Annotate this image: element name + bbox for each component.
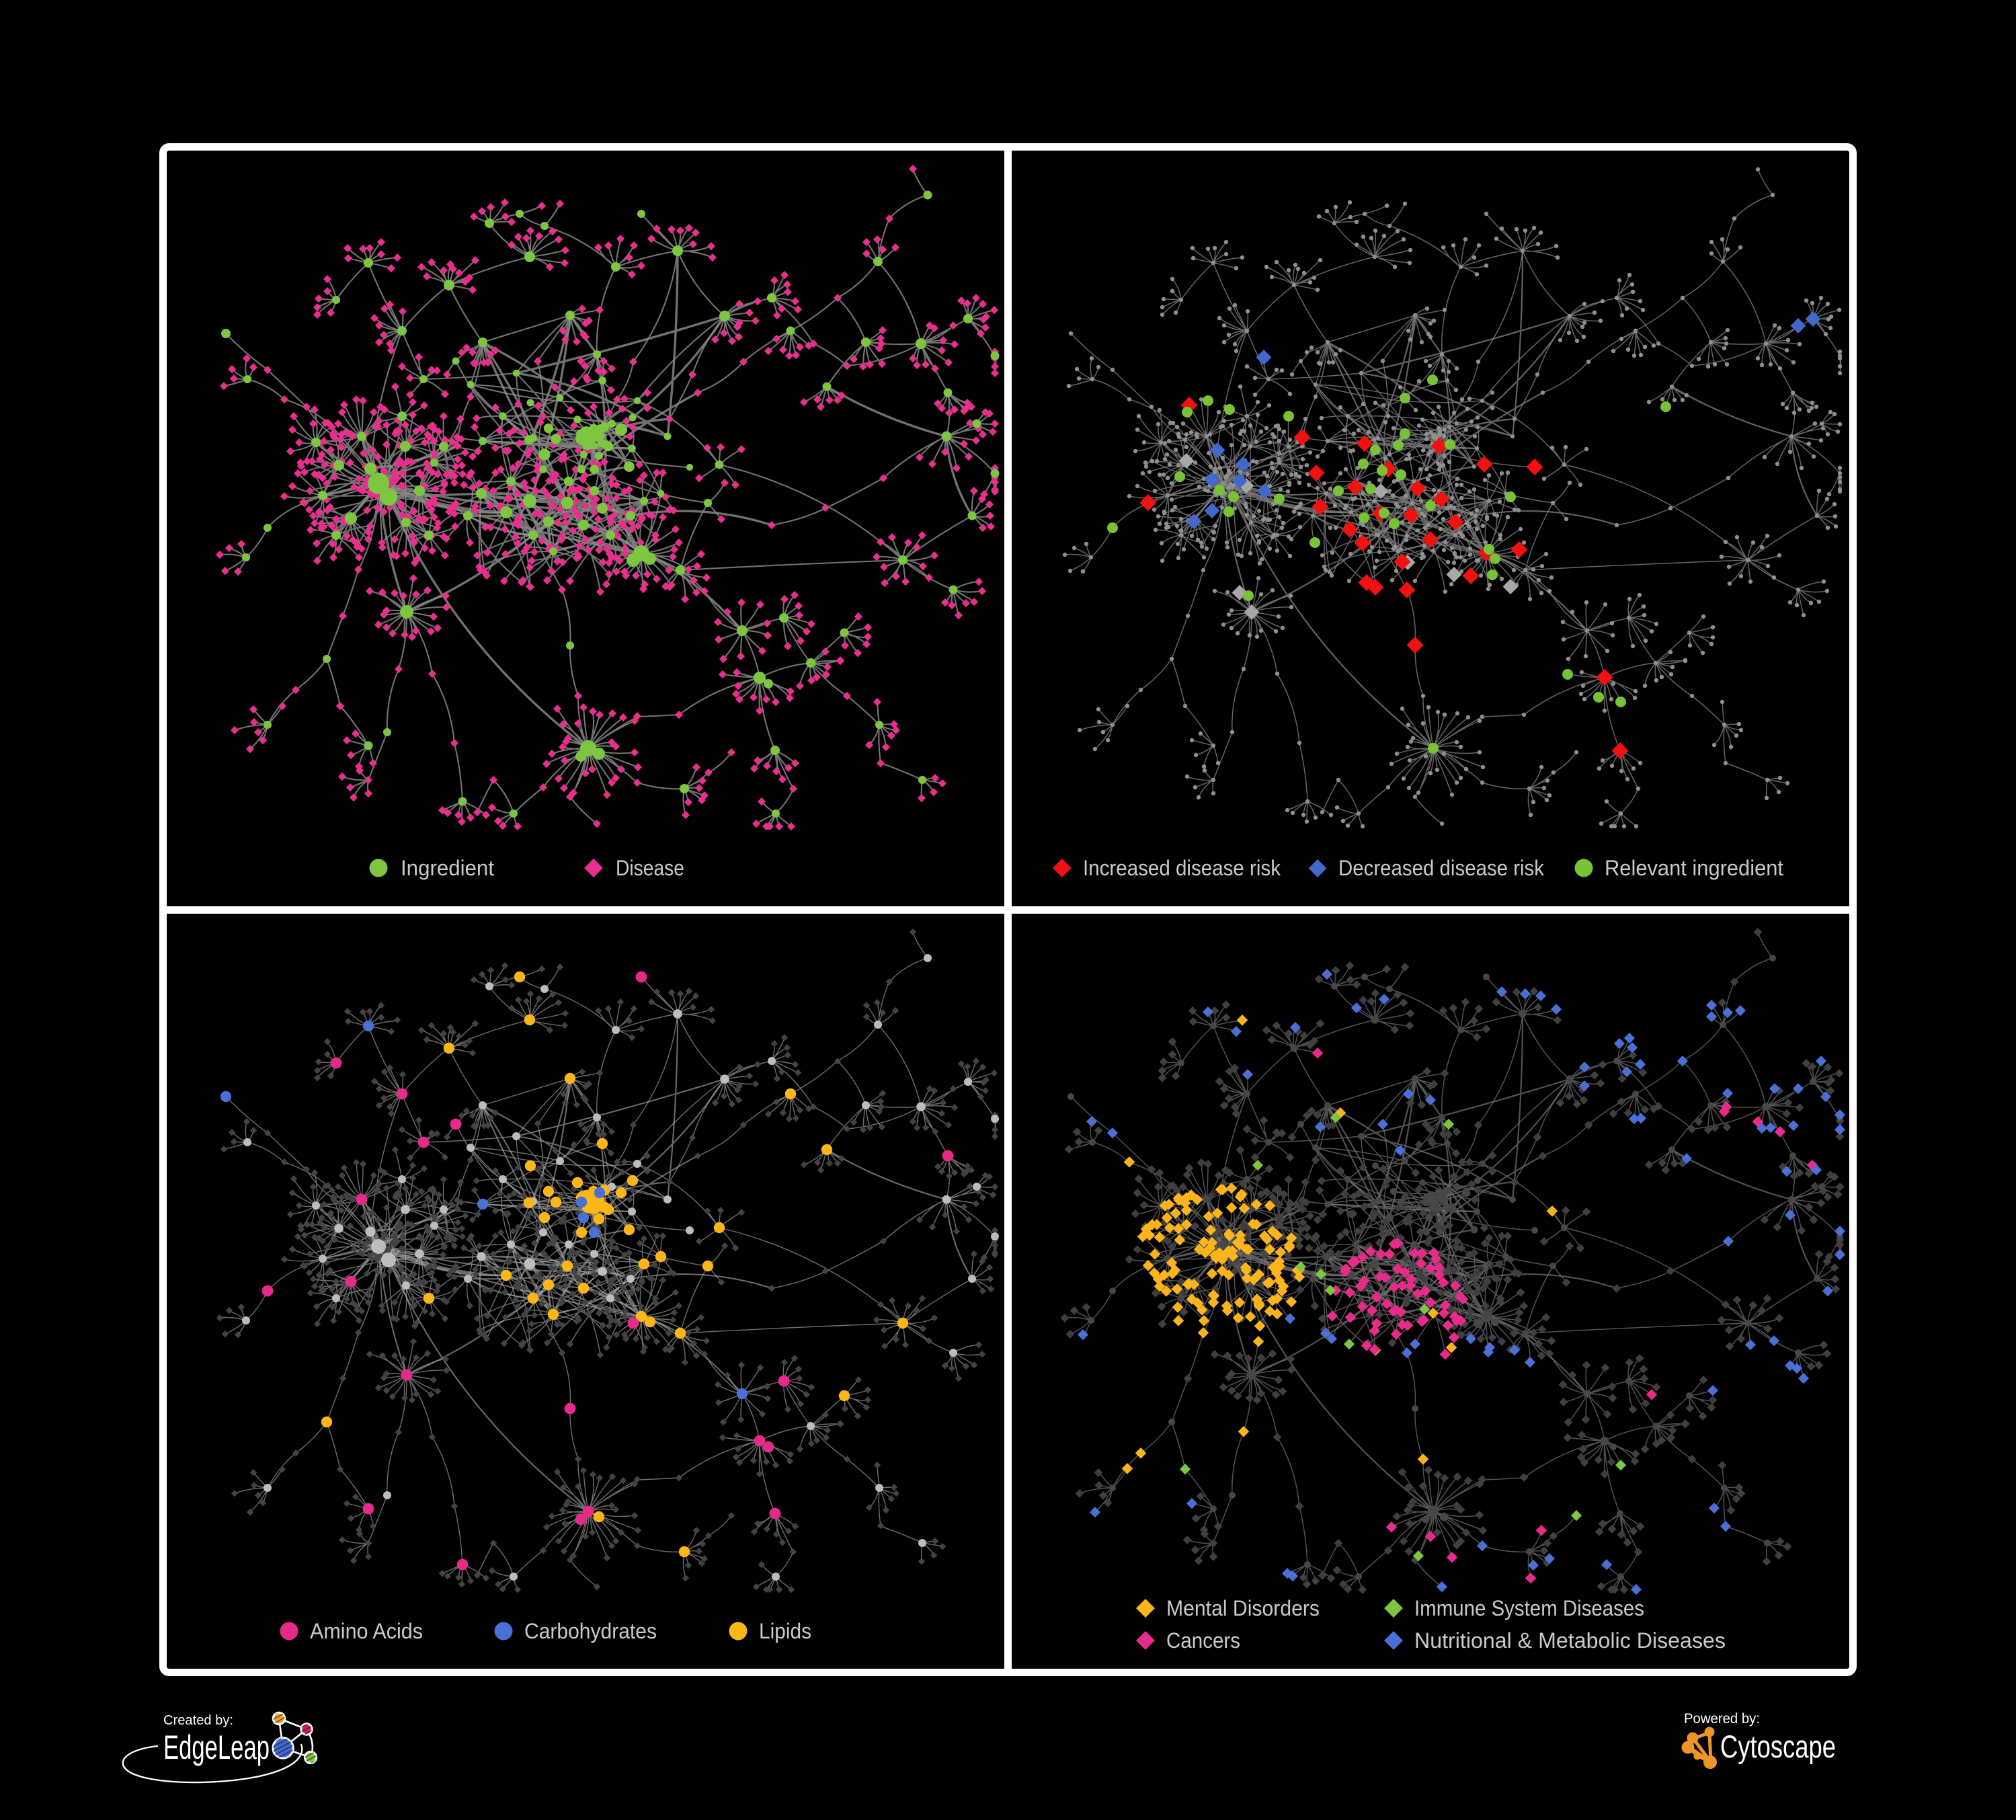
svg-text:Relevant ingredient: Relevant ingredient — [1605, 856, 1783, 880]
svg-text:EdgeLeap: EdgeLeap — [163, 1729, 270, 1766]
svg-text:Ingredient: Ingredient — [401, 856, 494, 880]
svg-text:Lipids: Lipids — [759, 1619, 811, 1643]
svg-text:Cancers: Cancers — [1166, 1628, 1240, 1653]
svg-text:Disease: Disease — [616, 856, 684, 880]
svg-text:Nutritional & Metabolic Diseas: Nutritional & Metabolic Diseases — [1414, 1628, 1726, 1653]
svg-text:Amino Acids: Amino Acids — [310, 1619, 423, 1643]
svg-text:Carbohydrates: Carbohydrates — [524, 1619, 657, 1643]
svg-text:Created by:: Created by: — [163, 1713, 233, 1728]
svg-text:Decreased disease risk: Decreased disease risk — [1338, 856, 1545, 880]
svg-text:Mental Disorders: Mental Disorders — [1166, 1596, 1320, 1620]
svg-text:Increased disease risk: Increased disease risk — [1083, 856, 1281, 880]
svg-text:Powered by:: Powered by: — [1684, 1711, 1760, 1727]
svg-text:Immune System Diseases: Immune System Diseases — [1414, 1596, 1644, 1620]
svg-text:Cytoscape: Cytoscape — [1720, 1729, 1836, 1764]
